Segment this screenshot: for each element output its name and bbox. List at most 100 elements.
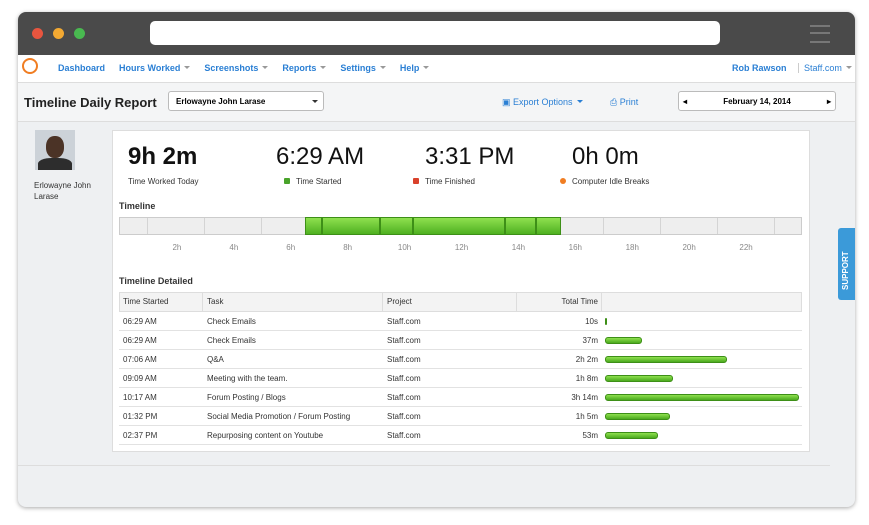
- detail-title: Timeline Detailed: [119, 276, 193, 286]
- nav-label: Screenshots: [204, 63, 259, 73]
- nav-label: Reports: [282, 63, 317, 73]
- table-cell: 37m: [582, 336, 598, 345]
- print-label: Print: [619, 97, 639, 107]
- print-button[interactable]: ⎙ Print: [610, 97, 639, 107]
- page-title: Timeline Daily Report: [24, 95, 157, 110]
- date: February 14, 2014: [723, 97, 791, 106]
- support-tab[interactable]: SUPPORT: [838, 228, 855, 300]
- org[interactable]: Staff.com: [798, 63, 852, 73]
- table-row: [119, 331, 802, 350]
- stat-icon: [413, 178, 419, 184]
- stat-label: Computer Idle Breaks: [560, 177, 649, 186]
- table-cell: 02:37 PM: [123, 431, 158, 440]
- table-cell: Check Emails: [207, 336, 256, 345]
- table-row: [119, 407, 802, 426]
- next-day[interactable]: ▸: [826, 97, 831, 106]
- timeline-track: [119, 217, 802, 235]
- stat-label: Time Started: [264, 177, 342, 186]
- column-header: Project: [387, 297, 412, 306]
- address-bar[interactable]: [150, 21, 720, 45]
- stat-label: Time Worked Today: [128, 177, 199, 186]
- stat-text: Time Worked Today: [128, 177, 199, 186]
- table-cell: Repurposing content on Youtube: [207, 431, 324, 440]
- stat-text: Time Finished: [425, 177, 475, 186]
- timeline-segment: [535, 217, 562, 235]
- timeline-tick: 4h: [229, 243, 239, 252]
- prev-day[interactable]: ◂: [683, 97, 688, 106]
- nav-item[interactable]: Help: [400, 63, 430, 73]
- table-cell: 53m: [582, 431, 598, 440]
- table-cell: Q&A: [207, 355, 224, 364]
- timeline-tick: 6h: [286, 243, 296, 252]
- table-cell: Staff.com: [387, 374, 421, 383]
- duration-bar: [605, 356, 727, 363]
- timeline-divider: [147, 218, 149, 234]
- table-cell: Staff.com: [387, 431, 421, 440]
- user-name[interactable]: Rob Rawson: [732, 63, 787, 73]
- support-label: SUPPORT: [841, 251, 850, 290]
- table-row: [119, 388, 802, 407]
- duration-bar: [605, 318, 607, 325]
- table-cell: Meeting with the team.: [207, 374, 288, 383]
- table-cell: Staff.com: [387, 317, 421, 326]
- column-divider: [516, 292, 517, 312]
- table-cell: Social Media Promotion / Forum Posting: [207, 412, 351, 421]
- nav-label: Dashboard: [58, 63, 106, 73]
- column-divider: [202, 292, 203, 312]
- dot: [53, 28, 64, 39]
- stat-text: Computer Idle Breaks: [572, 177, 650, 186]
- dot: [32, 28, 43, 39]
- table-row: [119, 369, 802, 388]
- stat-icon: [284, 178, 290, 184]
- table-cell: 06:29 AM: [123, 336, 157, 345]
- timeline-tick: 18h: [625, 243, 639, 252]
- nav-bar: [18, 55, 855, 83]
- timeline-divider: [261, 218, 263, 234]
- timeline-divider: [659, 218, 661, 234]
- footer-line: [18, 465, 830, 466]
- timeline-divider: [716, 218, 718, 234]
- table-cell: 10:17 AM: [123, 393, 157, 402]
- avatar: [35, 130, 75, 170]
- stat-value: 9h 2m: [128, 143, 198, 170]
- table-cell: Staff.com: [387, 412, 421, 421]
- nav-item[interactable]: Reports: [282, 63, 327, 73]
- table-row: [119, 426, 802, 445]
- timeline-tick: 12h: [454, 243, 469, 252]
- timeline-segment: [412, 217, 505, 235]
- column-header: Time Started: [123, 297, 169, 306]
- dot: [74, 28, 85, 39]
- export-button[interactable]: ▣ Export Options: [502, 97, 583, 108]
- column-header: Total Time: [561, 297, 598, 306]
- timeline-tick: 8h: [343, 243, 353, 252]
- table-row: [119, 350, 802, 369]
- duration-bar: [605, 337, 642, 344]
- nav-menu: Dashboard Hours Worked Screenshots Reports S…: [58, 63, 443, 73]
- timeline-segment: [304, 217, 323, 235]
- stat-value: 0h 0m: [572, 143, 639, 170]
- employee-select[interactable]: Erlowayne John Larase: [168, 91, 324, 111]
- table-header: [119, 292, 802, 312]
- nav-item[interactable]: Settings: [340, 63, 386, 73]
- table-cell: 09:09 AM: [123, 374, 157, 383]
- table-cell: 1h 5m: [575, 412, 598, 421]
- timeline-tick: 2h: [172, 243, 182, 252]
- nav-item[interactable]: Hours Worked: [119, 63, 191, 73]
- nav-item[interactable]: Dashboard: [58, 63, 105, 73]
- nav-label: Hours Worked: [119, 63, 181, 73]
- duration-bar: [605, 432, 658, 439]
- export-label: Export Options: [513, 97, 573, 107]
- nav-item[interactable]: Screenshots: [204, 63, 269, 73]
- table-cell: 3h 14m: [571, 393, 598, 402]
- column-header: Task: [207, 297, 224, 306]
- menu-icon[interactable]: [810, 25, 830, 43]
- column-divider: [601, 292, 602, 312]
- table-cell: 01:32 PM: [123, 412, 158, 421]
- logo[interactable]: [22, 58, 38, 74]
- table-cell: 1h 8m: [575, 374, 598, 383]
- timeline-segment: [380, 217, 413, 235]
- stat-value: 3:31 PM: [425, 143, 515, 170]
- duration-bar: [605, 413, 670, 420]
- duration-bar: [605, 375, 673, 382]
